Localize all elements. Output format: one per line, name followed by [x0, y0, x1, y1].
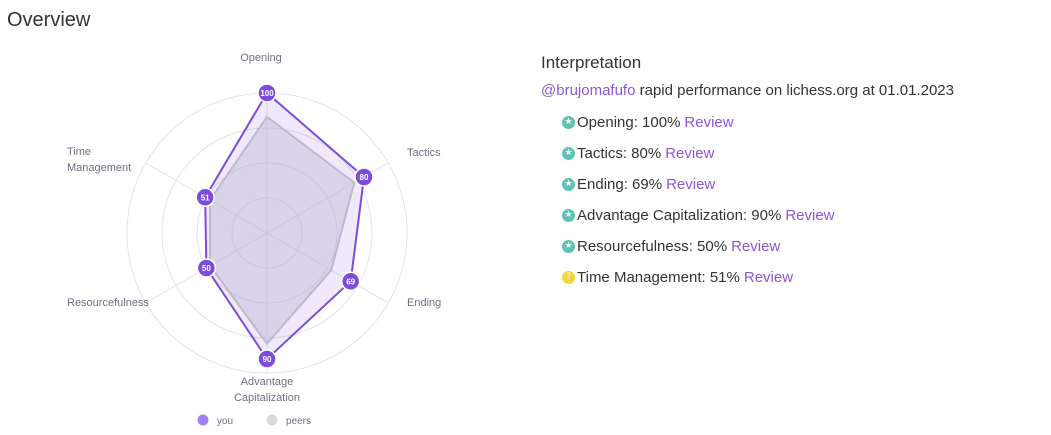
metric-item: ★ Opening: 100% Review [562, 113, 954, 144]
star-icon: ★ [562, 240, 575, 253]
axis-label: Tactics [407, 147, 441, 159]
metric-text: Tactics: 80% [577, 145, 662, 162]
username-link[interactable]: @brujomafufo [541, 82, 636, 99]
review-link[interactable]: Review [666, 176, 716, 193]
metric-list: ★ Opening: 100% Review ★ Tactics: 80% Review ★… [562, 113, 954, 299]
data-point [340, 271, 361, 292]
legend-label-peers: peers [286, 416, 311, 427]
star-icon: ★ [562, 209, 575, 222]
metric-item: ★ Tactics: 80% Review [562, 144, 954, 175]
legend-label-you: you [217, 416, 233, 427]
metric-text: Ending: 69% [577, 176, 663, 193]
interpretation-panel: Interpretation @brujomafufo rapid perfor… [541, 53, 954, 299]
metric-item: ? Time Management: 51% Review [562, 268, 954, 299]
metric-item: ★ Ending: 69% Review [562, 175, 954, 206]
axis-label: Ending [407, 297, 441, 309]
data-label: 50 [202, 264, 211, 273]
data-label: 69 [346, 277, 355, 286]
review-link[interactable]: Review [743, 269, 794, 286]
star-icon: ★ [562, 178, 575, 191]
review-link[interactable]: Review [731, 238, 781, 255]
review-link[interactable]: Review [684, 114, 734, 131]
data-point [257, 349, 277, 369]
axis-label: Opening [240, 52, 282, 64]
interpretation-title: Interpretation [541, 53, 642, 72]
interpretation-subtitle: @brujomafufo rapid performance on liches… [541, 82, 954, 99]
legend-marker-peers [266, 414, 278, 426]
metric-text: Resourcefulness: 50% [577, 238, 728, 255]
data-point [354, 167, 374, 187]
metric-text: Time Management: 51% [577, 269, 740, 286]
metric-item: ★ Advantage Capitalization: 90% Review [562, 206, 954, 237]
data-point [195, 187, 215, 208]
radar-chart: 100 80 69 90 50 51 Opening Tactics Ending Advanta… [67, 52, 441, 427]
star-icon: ★ [562, 147, 575, 160]
data-label: 80 [360, 173, 369, 182]
review-link[interactable]: Review [665, 145, 715, 162]
data-label: 90 [263, 355, 272, 364]
question-icon: ? [562, 271, 575, 284]
star-icon: ★ [562, 116, 575, 129]
grid-spoke [266, 232, 389, 304]
metric-text: Advantage Capitalization: 90% [577, 207, 782, 224]
data-label: 100 [260, 89, 274, 98]
metric-item: ★ Resourcefulness: 50% Review [562, 237, 954, 268]
axis-label: Time Management [67, 146, 131, 174]
page-title: Overview [7, 9, 91, 31]
legend-marker-you [197, 414, 209, 426]
data-point [257, 83, 277, 103]
series-line-you [204, 91, 366, 361]
review-link[interactable]: Review [785, 207, 835, 224]
data-label: 51 [201, 193, 210, 202]
metric-text: Opening: 100% [577, 114, 681, 131]
subtitle-text: rapid performance on lichess.org at 01.0… [639, 82, 954, 99]
axis-label: Advantage Capitalization [234, 376, 300, 404]
axis-label: Resourcefulness [67, 297, 149, 309]
data-point [196, 258, 217, 278]
